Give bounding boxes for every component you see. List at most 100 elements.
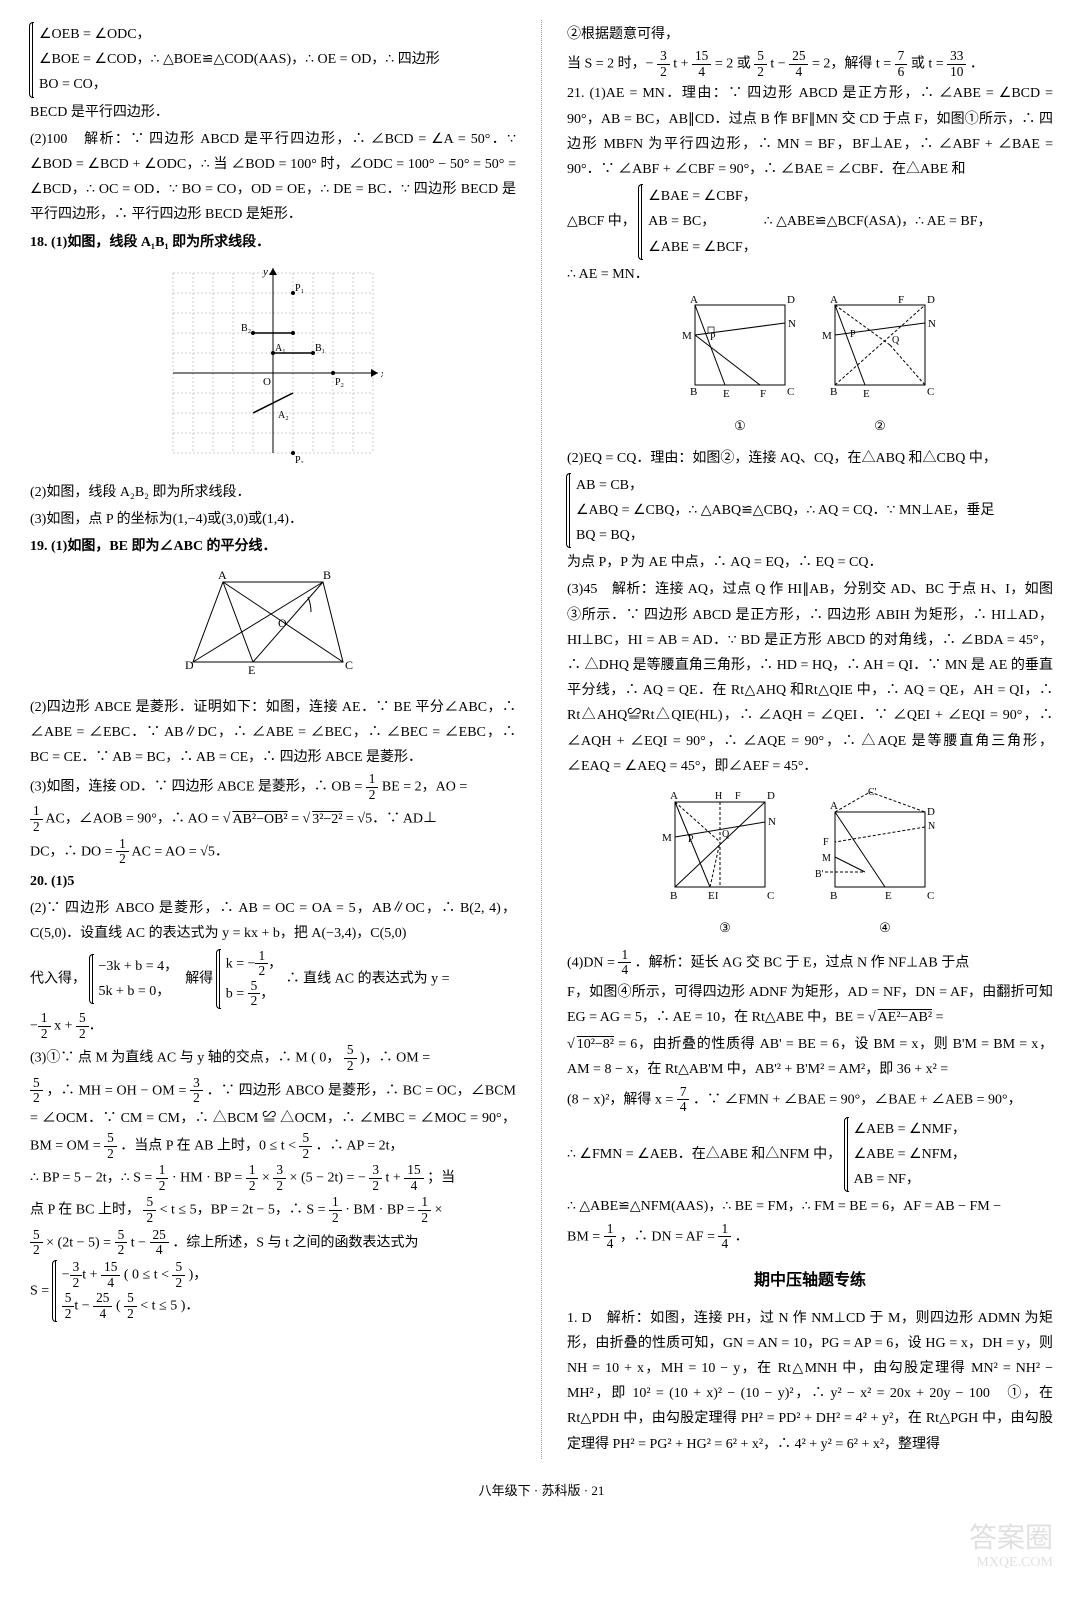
svg-text:B: B — [830, 890, 837, 902]
line: ∠BOE = ∠COD，∴ △BOE≌△COD(AAS)，∴ OE = OD，∴… — [39, 52, 440, 67]
q20-3e: 52 × (2t − 5) = 52 t − 254 ．综上所述，S 与 t 之… — [30, 1228, 516, 1258]
q21-4c: F，如图④所示，可得四边形 ADNF 为矩形，AD = NF，DN = AF，由… — [567, 980, 1053, 1030]
para: ∠OEB = ∠ODC， ∠BOE = ∠COD，∴ △BOE≌△COD(AAS… — [30, 22, 516, 98]
q19-figure: A B C D E O — [30, 567, 516, 686]
fig-pair-34: A D B C E M N P Q H I F ③ — [567, 787, 1053, 940]
line: BO = CO， — [39, 77, 107, 92]
svg-text:N: N — [788, 318, 796, 330]
fig-label-1: ① — [680, 414, 800, 437]
q21-1b: △BCF 中， ∠BAE = ∠CBF， AB = BC， ∠ABE = ∠BC… — [567, 184, 1053, 260]
mid-1: 1. D 解析：如图，连接 PH，过 N 作 NM⊥CD 于 M，则四边形 AD… — [567, 1306, 1053, 1457]
svg-text:P₂: P₂ — [335, 377, 344, 388]
svg-text:M: M — [662, 832, 672, 844]
svg-text:E: E — [248, 663, 255, 677]
svg-text:Q: Q — [722, 829, 730, 840]
svg-text:y: y — [262, 266, 268, 278]
svg-text:A: A — [830, 800, 838, 812]
q19-3b: 12 AC，∠AOB = 90°，∴ AO = √AB²−OB² = √3²−2… — [30, 804, 516, 834]
q21-3: (3)45 解析：连接 AQ，过点 Q 作 HI∥AB，分别交 AD、BC 于点… — [567, 577, 1053, 779]
svg-text:F: F — [760, 388, 766, 400]
q21-1g: ∴ AE = MN． — [567, 262, 1053, 287]
q21-4m: BM = 14 ，∴ DN = AF = 14 ． — [567, 1222, 1053, 1252]
svg-text:A: A — [218, 568, 227, 582]
fig-label-2: ② — [820, 414, 940, 437]
para: (2)100 解析：∵ 四边形 ABCD 是平行四边形，∴ ∠BCD = ∠A … — [30, 127, 516, 228]
svg-text:B: B — [670, 890, 677, 902]
q18-3: (3)如图，点 P 的坐标为(1,−4)或(3,0)或(1,4)． — [30, 507, 516, 532]
svg-text:M: M — [682, 330, 692, 342]
svg-text:C: C — [767, 890, 774, 902]
svg-text:P: P — [850, 329, 856, 340]
fig-label-3: ③ — [660, 916, 790, 939]
svg-text:B: B — [690, 386, 697, 398]
svg-text:O: O — [278, 616, 287, 630]
q20-3c: ∴ BP = 5 − 2t，∴ S = 12 · HM · BP = 12 × … — [30, 1163, 516, 1193]
svg-text:C': C' — [868, 787, 877, 798]
svg-text:E: E — [863, 388, 870, 400]
q19-1: 19. (1)如图，BE 即为∠ABC 的平分线． — [30, 534, 516, 559]
q21-2b: AB = CB， ∠ABQ = ∠CBQ，∴ △ABQ≌△CBQ，∴ AQ = … — [567, 473, 1053, 549]
q21-4l: ∴ △ABE≌△NFM(AAS)，∴ BE = FM，∴ FM = BE = 6… — [567, 1194, 1053, 1219]
svg-text:I: I — [715, 891, 718, 902]
fig-pair-12: A D B C E M N P F ① — [567, 295, 1053, 438]
svg-text:P: P — [688, 834, 694, 845]
mid-exam-title: 期中压轴题专练 — [567, 1267, 1053, 1296]
watermark: 答案圈 MXQE.COM — [969, 1524, 1053, 1570]
q19-3: (3)如图，连接 OD．∵ 四边形 ABCE 是菱形，∴ OB = 12 BE … — [30, 772, 516, 802]
svg-text:C: C — [927, 890, 934, 902]
q19-2: (2)四边形 ABCE 是菱形．证明如下：如图，连接 AE．∵ BE 平分∠AB… — [30, 695, 516, 771]
svg-text:A: A — [830, 295, 838, 306]
svg-text:A₁: A₁ — [275, 343, 286, 354]
svg-text:P: P — [710, 332, 716, 343]
q21-4e: √10²−8² = 6，由折叠的性质得 AB' = BE = 6，设 BM = … — [567, 1032, 1053, 1082]
svg-text:A: A — [690, 295, 698, 306]
svg-text:P₃: P₃ — [295, 455, 304, 463]
svg-text:C: C — [927, 386, 934, 398]
page-footer: 八年级下 · 苏科版 · 21 — [30, 1479, 1053, 1502]
q21-2e: 为点 P，P 为 AE 中点，∴ AQ = EQ，∴ EQ = CQ． — [567, 550, 1053, 575]
q20-2: (2)∵ 四边形 ABCO 是菱形，∴ AB = OC = OA = 5，AB∥… — [30, 896, 516, 946]
svg-text:B': B' — [815, 869, 824, 880]
svg-text:A: A — [670, 790, 678, 802]
svg-text:B₂: B₂ — [241, 323, 251, 334]
svg-text:E: E — [708, 890, 715, 902]
svg-text:P₁: P₁ — [295, 283, 304, 294]
svg-text:B: B — [830, 386, 837, 398]
svg-text:D: D — [767, 790, 775, 802]
fig-label-4: ④ — [810, 916, 960, 939]
q19-3c: DC，∴ DO = 12 AC = AO = √5． — [30, 837, 516, 867]
svg-text:D: D — [927, 806, 935, 818]
svg-text:M: M — [822, 330, 832, 342]
q18-1: 18. (1)如图，线段 A₁B₁ 即为所求线段． — [30, 230, 516, 255]
svg-text:Q: Q — [892, 335, 900, 346]
q18-2: (2)如图，线段 A₂B₂ 即为所求线段． — [30, 480, 516, 505]
svg-text:D: D — [927, 295, 935, 306]
svg-text:B: B — [323, 568, 331, 582]
column-divider — [541, 20, 542, 1459]
svg-text:E: E — [723, 388, 730, 400]
svg-text:E: E — [885, 890, 892, 902]
svg-text:C: C — [345, 658, 353, 672]
svg-text:A₂: A₂ — [278, 410, 289, 421]
svg-text:F: F — [823, 837, 829, 848]
svg-text:B₁: B₁ — [315, 343, 325, 354]
svg-text:C: C — [787, 386, 794, 398]
right-column: ②根据题意可得， 当 S = 2 时，− 32 t + 154 = 2 或 52… — [567, 20, 1053, 1459]
q20-2b: 代入得， −3k + b = 4， 5k + b = 0， 解得 k = −12… — [30, 949, 516, 1010]
svg-text:N: N — [928, 821, 935, 832]
q20-piecewise: S = −32t + 154 ( 0 ≤ t < 52 )， 52t − 254… — [30, 1260, 516, 1322]
q21-2a: (2)EQ = CQ．理由：如图②，连接 AQ、CQ，在△ABQ 和△CBQ 中… — [567, 446, 1053, 471]
svg-text:O: O — [263, 376, 271, 388]
q20-1: 20. (1)5 — [30, 869, 516, 894]
q20-3a: (3)①∵ 点 M 为直线 AC 与 y 轴的交点，∴ M ( 0， 52 )，… — [30, 1043, 516, 1073]
para: BECD 是平行四边形． — [30, 100, 516, 125]
q21-1: 21. (1)AE = MN．理由：∵ 四边形 ABCD 是正方形，∴ ∠ABE… — [567, 81, 1053, 182]
line: ∠OEB = ∠ODC， — [39, 27, 151, 42]
q21-4f: (8 − x)²，解得 x = 74 ．∵ ∠FMN + ∠BAE = 90°，… — [567, 1085, 1053, 1115]
svg-text:M: M — [822, 853, 831, 864]
svg-text:F: F — [898, 295, 904, 306]
svg-text:H: H — [715, 791, 722, 802]
q20-3b: 52 ，∴ MH = OH − OM = 32 ．∵ 四边形 ABCO 是菱形，… — [30, 1076, 516, 1162]
svg-text:x: x — [380, 368, 383, 380]
svg-text:F: F — [735, 791, 741, 802]
